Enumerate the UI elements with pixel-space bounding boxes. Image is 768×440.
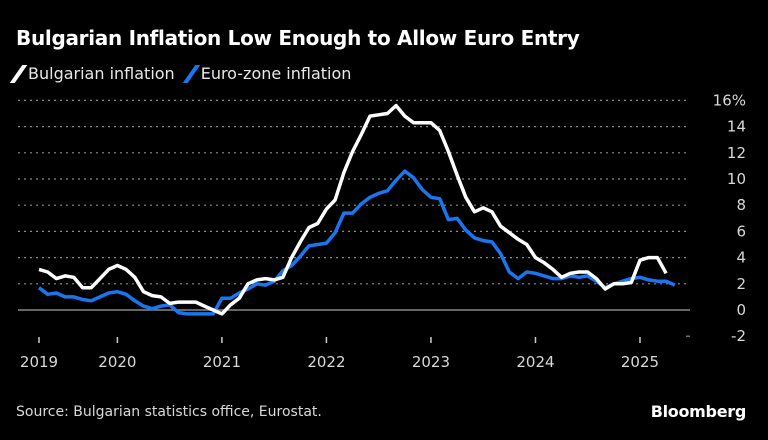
x-tick-label: 2021 — [203, 353, 241, 371]
y-tick-label: 4 — [736, 249, 746, 267]
y-tick-label: 14 — [727, 118, 746, 136]
x-tick-label: 2024 — [516, 353, 554, 371]
line-bulgarian-inflation — [38, 103, 668, 316]
legend: Bulgarian inflation Euro-zone inflation — [9, 64, 352, 83]
legend-label-eurozone: Euro-zone inflation — [200, 64, 352, 83]
y-tick-label: 16% — [713, 91, 746, 109]
legend-label-bulgaria: Bulgarian inflation — [28, 64, 175, 83]
y-tick-label: 12 — [727, 144, 746, 162]
y-tick-label: 8 — [736, 196, 746, 214]
legend-item-eurozone: Euro-zone inflation — [182, 64, 352, 83]
chart-title: Bulgarian Inflation Low Enough to Allow … — [16, 26, 580, 50]
bloomberg-logo: Bloomberg — [650, 402, 747, 421]
x-tick-label: 2023 — [412, 353, 450, 371]
x-tick-label: 2025 — [621, 353, 659, 371]
source-note: Source: Bulgarian statistics office, Eur… — [16, 404, 322, 420]
y-tick-label: 6 — [736, 222, 746, 240]
y-tick-label: -2 — [731, 327, 746, 345]
x-tick-label: 2022 — [307, 353, 345, 371]
line-euro-zone-inflation — [37, 169, 676, 316]
y-tick-label: 2 — [736, 275, 746, 293]
legend-item-bulgaria: Bulgarian inflation — [9, 64, 175, 83]
x-tick-label: 2019 — [20, 353, 58, 371]
y-tick-label: 10 — [727, 170, 746, 188]
x-tick-label: 2020 — [98, 353, 136, 371]
y-tick-label: 0 — [736, 301, 746, 319]
